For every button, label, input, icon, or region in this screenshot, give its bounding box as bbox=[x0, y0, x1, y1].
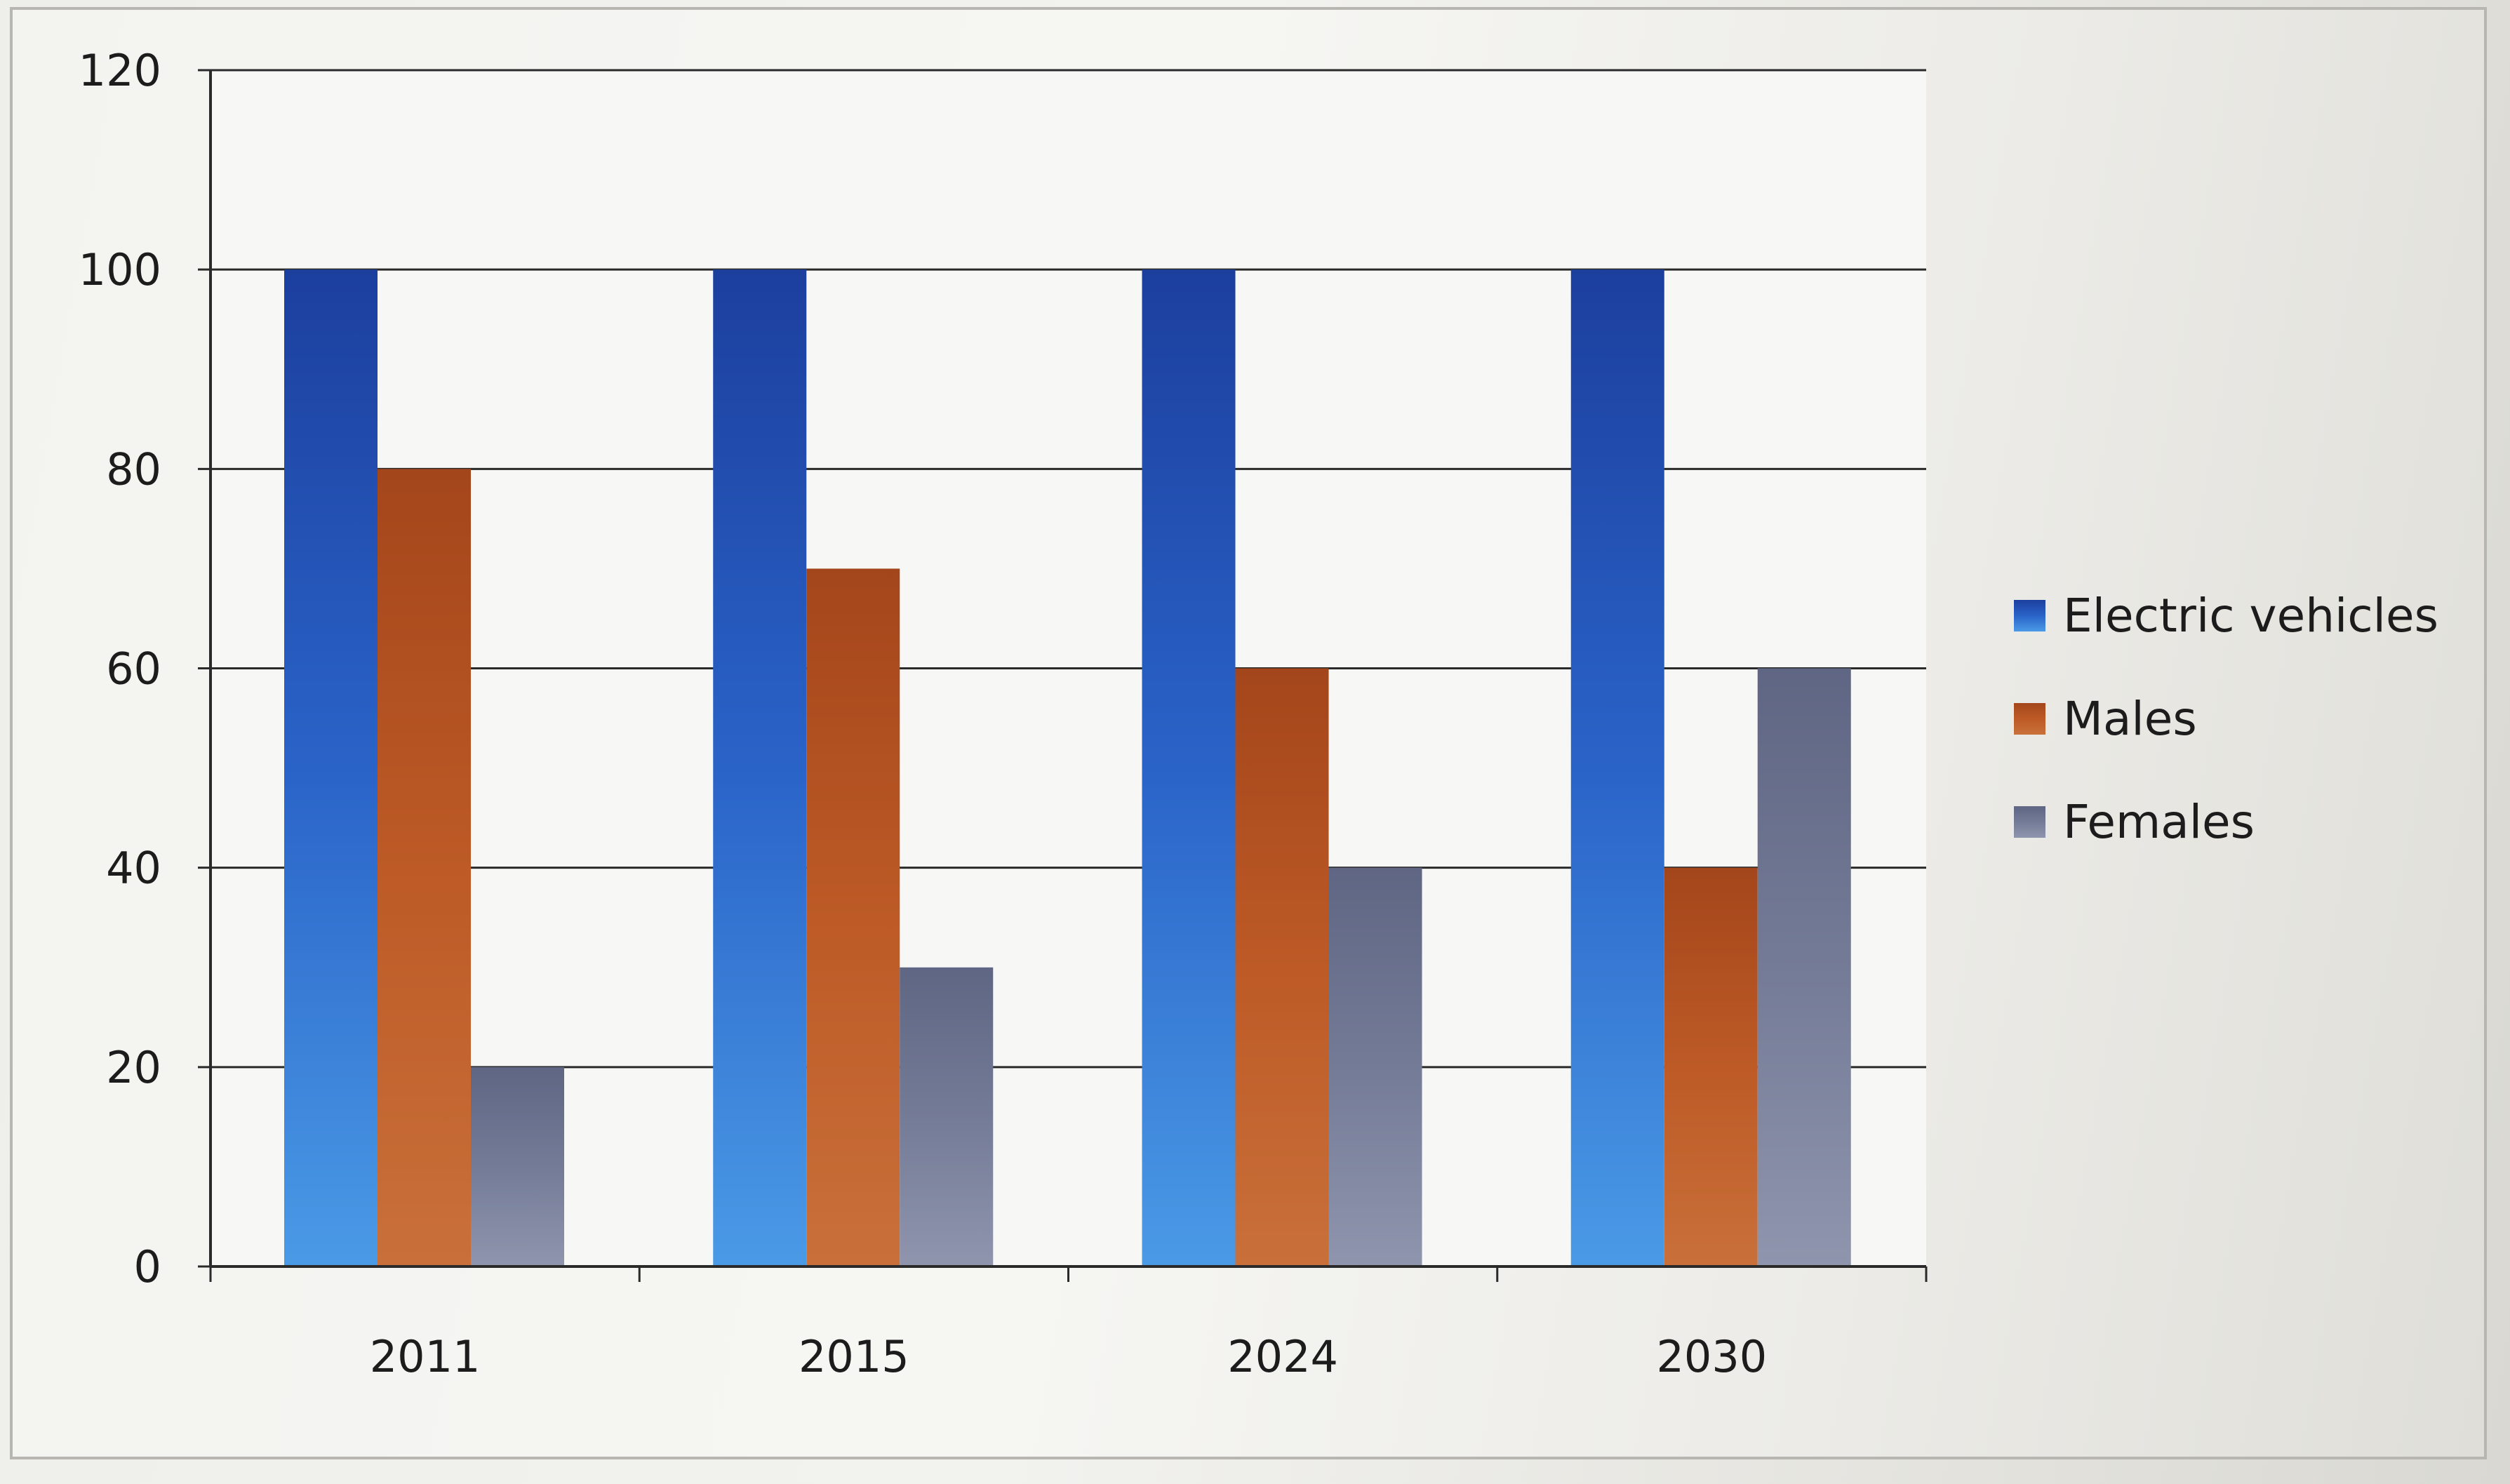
bar-males-2024 bbox=[1235, 668, 1329, 1266]
legend-label: Females bbox=[2063, 795, 2255, 849]
bar-electric-vehicles-2011 bbox=[284, 269, 378, 1267]
bars bbox=[284, 269, 1851, 1267]
bar-electric-vehicles-2015 bbox=[713, 269, 807, 1267]
bar-males-2011 bbox=[378, 469, 471, 1267]
x-tick-label: 2030 bbox=[1656, 1331, 1767, 1382]
legend-swatch-females bbox=[2014, 806, 2045, 838]
legend-swatch-males bbox=[2014, 703, 2045, 735]
y-tick-label: 120 bbox=[79, 45, 161, 96]
bar-electric-vehicles-2024 bbox=[1142, 269, 1236, 1267]
legend-swatch-electric-vehicles bbox=[2014, 600, 2045, 631]
legend-label: Electric vehicles bbox=[2063, 589, 2438, 643]
bar-females-2015 bbox=[900, 967, 994, 1266]
bar-electric-vehicles-2030 bbox=[1570, 269, 1664, 1267]
x-tick-label: 2011 bbox=[370, 1331, 481, 1382]
tick-labels: 0 20 40 60 80 100 120 2011 2015 2024 2030 bbox=[79, 45, 1768, 1382]
bar-females-2030 bbox=[1757, 668, 1851, 1266]
x-tick-label: 2024 bbox=[1227, 1331, 1338, 1382]
x-tick-label: 2015 bbox=[799, 1331, 909, 1382]
y-tick-label: 0 bbox=[134, 1241, 161, 1292]
bar-females-2024 bbox=[1328, 867, 1422, 1266]
y-tick-label: 20 bbox=[106, 1042, 161, 1093]
y-tick-label: 100 bbox=[79, 244, 161, 295]
y-tick-label: 40 bbox=[106, 843, 161, 894]
y-tick-label: 80 bbox=[106, 443, 161, 495]
legend: Electric vehicles Males Females bbox=[2014, 589, 2438, 849]
legend-label: Males bbox=[2063, 692, 2197, 746]
bar-males-2015 bbox=[806, 568, 900, 1266]
axes bbox=[198, 69, 1928, 1282]
bar-females-2011 bbox=[471, 1067, 564, 1266]
bar-males-2030 bbox=[1664, 867, 1758, 1266]
y-tick-label: 60 bbox=[106, 643, 161, 695]
